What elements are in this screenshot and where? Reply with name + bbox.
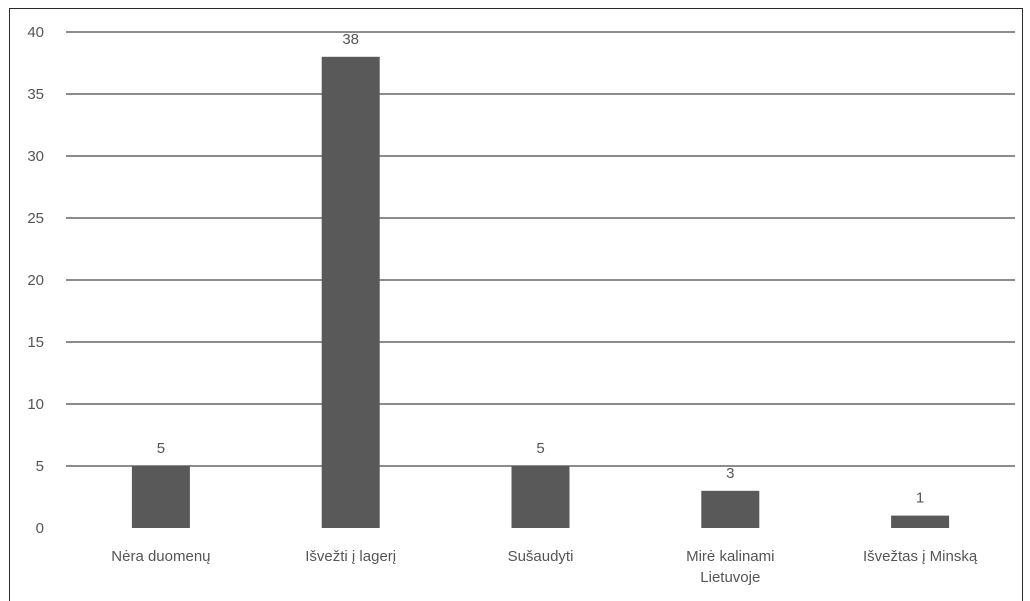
y-tick-label-30: 30	[27, 148, 44, 165]
category-label-5: Išvežtas į Minską	[863, 548, 978, 565]
data-label-2: 38	[342, 31, 359, 48]
data-label-1: 5	[157, 440, 165, 457]
y-tick-label-15: 15	[27, 334, 44, 351]
x-axis-categories: Nėra duomenų Išvežti į lagerį Sušaudyti Mir…	[111, 548, 978, 586]
y-axis-ticks: 0 5 10 15 20 25 30 35 40	[27, 24, 44, 537]
y-tick-label-25: 25	[27, 210, 44, 227]
y-tick-label-20: 20	[27, 272, 44, 289]
bar-2	[321, 56, 380, 529]
category-label-2: Išvežti į lagerį	[305, 548, 396, 565]
category-label-1: Nėra duomenų	[111, 548, 210, 565]
category-label-4-line-2: Lietuvoje	[700, 569, 760, 586]
data-label-3: 5	[536, 440, 544, 457]
y-tick-label-10: 10	[27, 396, 44, 413]
data-labels: 5 38 5 3 1	[157, 31, 925, 507]
y-tick-label-40: 40	[27, 24, 44, 41]
bar-5	[891, 515, 950, 528]
bar-3	[511, 466, 570, 528]
gridlines	[66, 31, 1015, 467]
bar-1	[131, 466, 190, 528]
bars	[131, 56, 950, 529]
data-label-5: 1	[916, 490, 924, 507]
category-label-4-line-1: Mirė kalinami	[686, 548, 774, 565]
y-tick-label-0: 0	[36, 520, 44, 537]
category-label-3: Sušaudyti	[508, 548, 574, 565]
data-label-4: 3	[726, 465, 734, 482]
y-tick-label-35: 35	[27, 86, 44, 103]
bar-4	[701, 490, 760, 528]
y-tick-label-5: 5	[36, 458, 44, 475]
